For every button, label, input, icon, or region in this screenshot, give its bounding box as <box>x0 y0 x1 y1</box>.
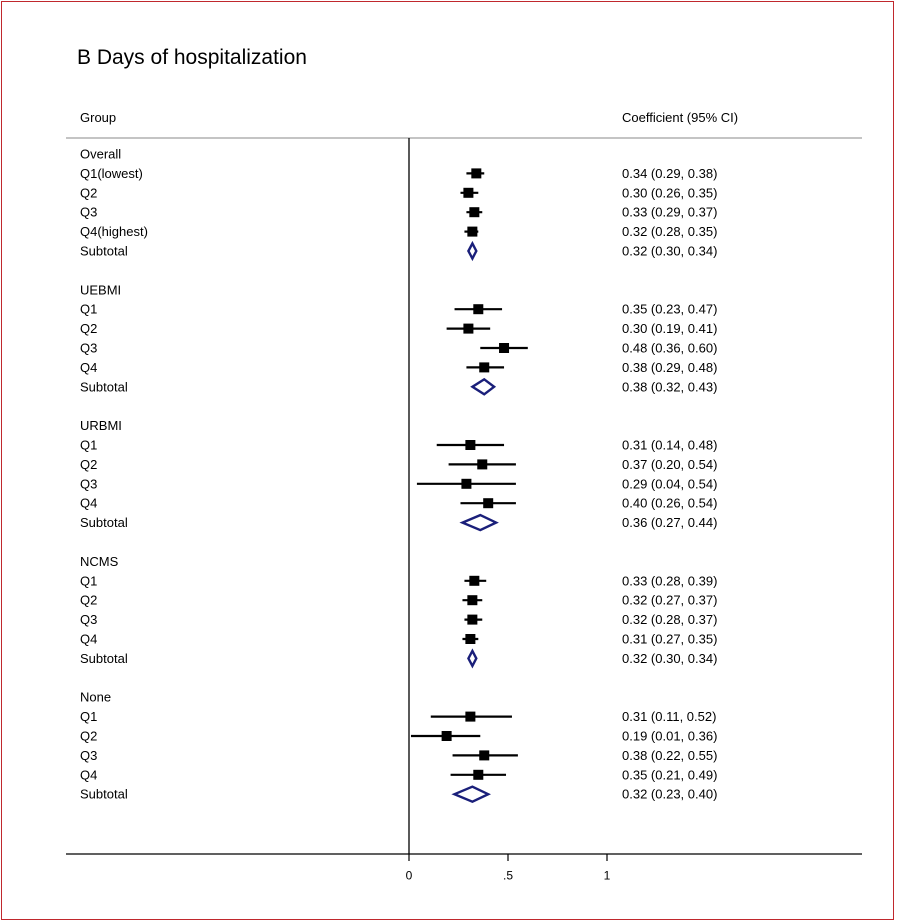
coefficient-ci-text: 0.30 (0.26, 0.35) <box>622 185 717 200</box>
estimate-square <box>467 226 478 237</box>
subtotal-label: Subtotal <box>80 379 128 394</box>
group-heading: URBMI <box>80 418 122 433</box>
subtotal-ci-text: 0.32 (0.23, 0.40) <box>622 787 717 802</box>
row-label: Q2 <box>80 185 97 200</box>
row-label: Q2 <box>80 729 97 744</box>
coefficient-ci-text: 0.34 (0.29, 0.38) <box>622 166 717 181</box>
group-heading: Overall <box>80 147 121 162</box>
subtotal-ci-text: 0.38 (0.32, 0.43) <box>622 379 717 394</box>
coefficient-ci-text: 0.29 (0.04, 0.54) <box>622 476 717 491</box>
column-header-coefficient: Coefficient (95% CI) <box>622 110 738 125</box>
row-label: Q3 <box>80 205 97 220</box>
row-label: Q3 <box>80 748 97 763</box>
subtotal-ci-text: 0.32 (0.30, 0.34) <box>622 244 717 259</box>
row-label: Q1 <box>80 302 97 317</box>
row-label: Q1 <box>80 573 97 588</box>
row-label: Q3 <box>80 612 97 627</box>
row-label: Q2 <box>80 593 97 608</box>
group-heading: UEBMI <box>80 282 121 297</box>
coefficient-ci-text: 0.31 (0.11, 0.52) <box>622 709 716 724</box>
coefficient-ci-text: 0.35 (0.23, 0.47) <box>622 302 717 317</box>
estimate-square <box>465 711 476 722</box>
column-header-group: Group <box>80 110 116 125</box>
subtotal-label: Subtotal <box>80 244 128 259</box>
coefficient-ci-text: 0.38 (0.29, 0.48) <box>622 360 717 375</box>
row-label: Q2 <box>80 321 97 336</box>
estimate-square <box>477 459 488 470</box>
estimate-square <box>461 478 472 489</box>
estimate-square <box>473 769 484 780</box>
coefficient-ci-text: 0.40 (0.26, 0.54) <box>622 496 717 511</box>
row-label: Q3 <box>80 341 97 356</box>
row-label: Q1 <box>80 709 97 724</box>
subtotal-diamond <box>467 648 478 669</box>
coefficient-ci-text: 0.37 (0.20, 0.54) <box>622 457 717 472</box>
coefficient-ci-text: 0.19 (0.01, 0.36) <box>622 729 717 744</box>
row-labels: Overall Q1(lowest) 0.34 (0.29, 0.38) Q2 0.30… <box>80 147 717 802</box>
estimate-square <box>471 168 482 179</box>
subtotal-ci-text: 0.32 (0.30, 0.34) <box>622 651 717 666</box>
row-label: Q4(highest) <box>80 224 148 239</box>
estimate-square <box>441 731 452 741</box>
row-label: Q4 <box>80 496 97 511</box>
chart-title: B Days of hospitalization <box>77 46 307 69</box>
estimate-square <box>499 343 510 353</box>
plot-marks <box>408 138 528 854</box>
subtotal-diamond <box>470 377 497 396</box>
coefficient-ci-text: 0.32 (0.27, 0.37) <box>622 593 717 608</box>
subtotal-diamond <box>451 785 491 804</box>
coefficient-ci-text: 0.38 (0.22, 0.55) <box>622 748 717 763</box>
row-label: Q4 <box>80 360 97 375</box>
subtotal-ci-text: 0.36 (0.27, 0.44) <box>622 515 717 530</box>
row-label: Q2 <box>80 457 97 472</box>
row-label: Q3 <box>80 476 97 491</box>
x-axis: 0.5 1 <box>66 853 862 883</box>
subtotal-label: Subtotal <box>80 787 128 802</box>
coefficient-ci-text: 0.33 (0.29, 0.37) <box>622 205 717 220</box>
coefficient-ci-text: 0.35 (0.21, 0.49) <box>622 767 717 782</box>
coefficient-ci-text: 0.48 (0.36, 0.60) <box>622 341 717 356</box>
estimate-square <box>469 575 480 586</box>
estimate-square <box>465 440 476 450</box>
x-tick-label: 0 <box>406 869 413 883</box>
row-label: Q1(lowest) <box>80 166 143 181</box>
subtotal-label: Subtotal <box>80 651 128 666</box>
estimate-square <box>465 634 476 644</box>
row-label: Q4 <box>80 767 97 782</box>
estimate-square <box>463 187 474 198</box>
row-label: Q4 <box>80 632 97 647</box>
subtotal-diamond <box>467 240 478 262</box>
estimate-square <box>467 595 478 606</box>
estimate-square <box>479 750 490 761</box>
row-label: Q1 <box>80 438 97 453</box>
coefficient-ci-text: 0.32 (0.28, 0.35) <box>622 224 717 239</box>
group-heading: None <box>80 690 111 705</box>
x-tick-label: 1 <box>604 869 611 883</box>
subtotal-label: Subtotal <box>80 515 128 530</box>
x-tick-label: .5 <box>503 869 513 883</box>
coefficient-ci-text: 0.30 (0.19, 0.41) <box>622 321 717 336</box>
group-heading: NCMS <box>80 554 119 569</box>
estimate-square <box>483 498 494 509</box>
coefficient-ci-text: 0.31 (0.27, 0.35) <box>622 632 717 647</box>
coefficient-ci-text: 0.33 (0.28, 0.39) <box>622 573 717 588</box>
coefficient-ci-text: 0.31 (0.14, 0.48) <box>622 438 717 453</box>
estimate-square <box>463 323 474 334</box>
estimate-square <box>473 304 484 315</box>
estimate-square <box>469 207 480 218</box>
coefficient-ci-text: 0.32 (0.28, 0.37) <box>622 612 717 627</box>
estimate-square <box>479 362 490 373</box>
estimate-square <box>467 614 478 625</box>
subtotal-diamond <box>459 513 499 532</box>
